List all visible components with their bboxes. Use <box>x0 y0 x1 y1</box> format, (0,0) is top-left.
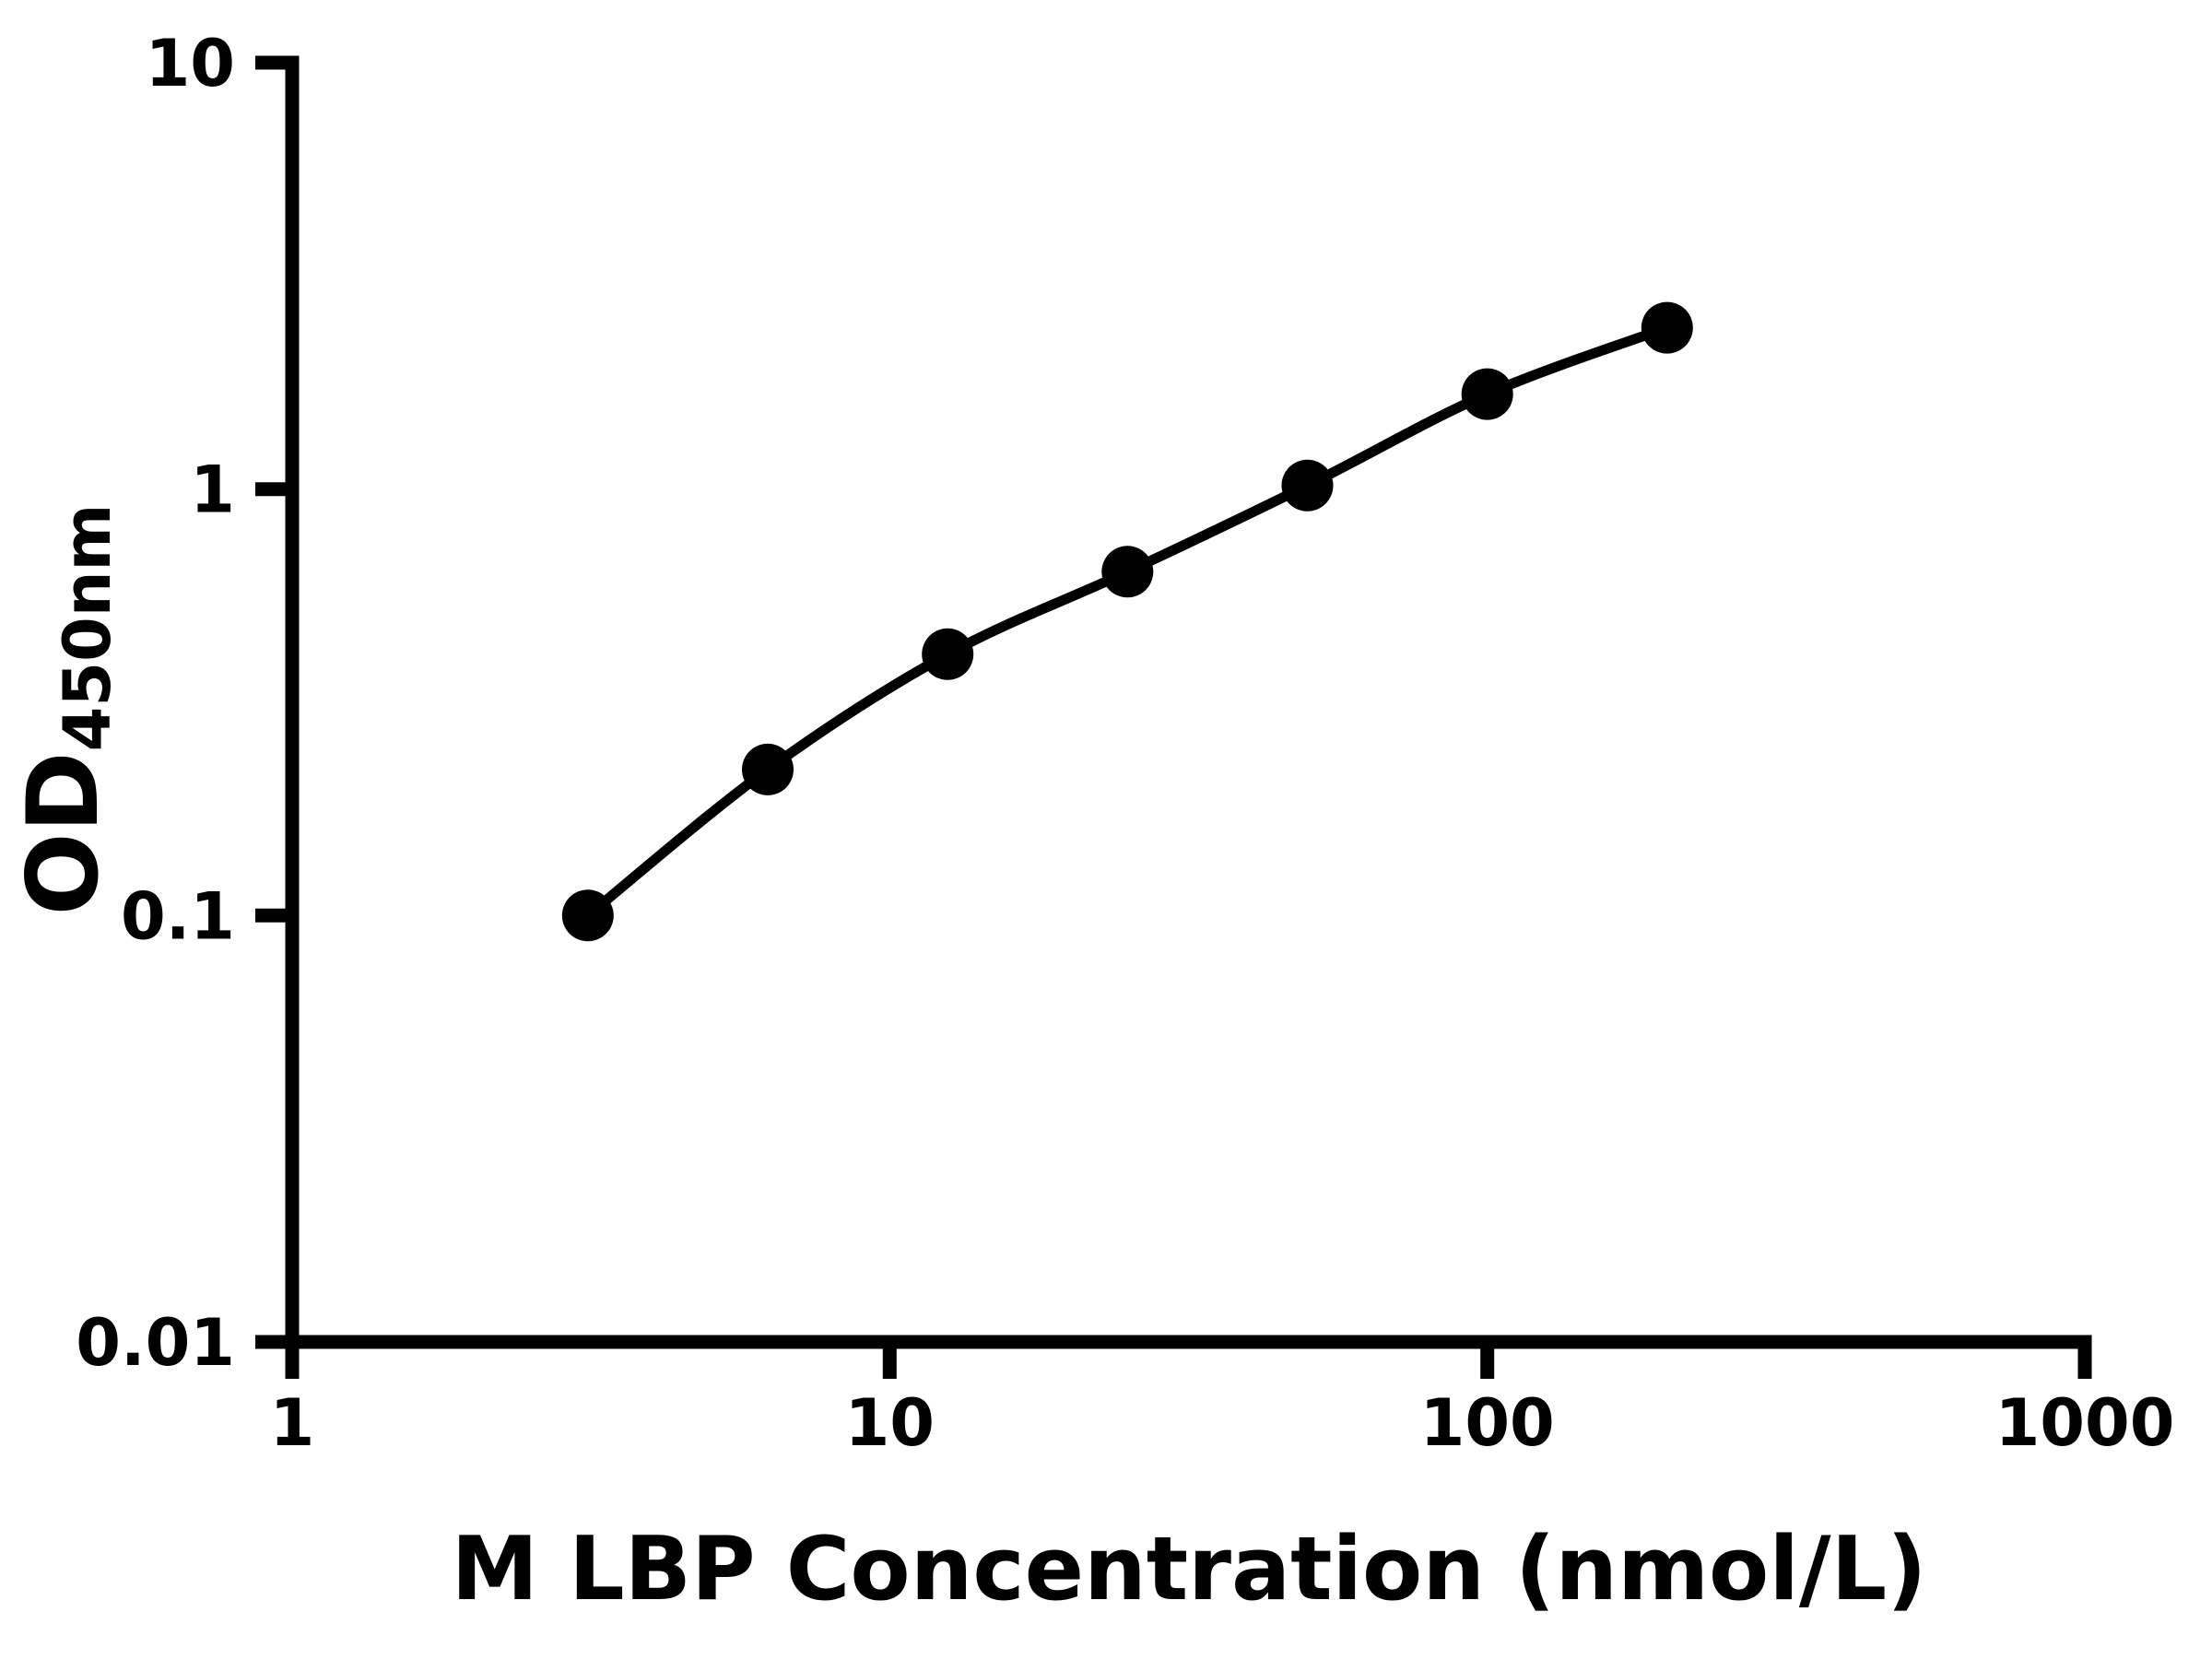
standard-curve-line <box>582 323 1673 921</box>
axes <box>285 55 2092 1349</box>
y-axis-title: OD450nm <box>6 503 125 915</box>
data-point-marker <box>1281 459 1334 512</box>
data-points <box>561 301 1693 942</box>
x-axis-title: M LBP Concentration (nmol/L) <box>451 1519 1926 1620</box>
y-tick-label: 10 <box>146 26 235 101</box>
data-point-marker <box>561 889 614 942</box>
tick-labels: 0.01 0.1 1 10 1 10 100 1000 <box>76 26 2174 1461</box>
y-axis-title-sub: 450nm <box>50 503 125 751</box>
y-tick-label: 0.1 <box>121 878 235 954</box>
x-tick-label: 1000 <box>1995 1385 2175 1461</box>
x-tick-label: 1 <box>270 1385 315 1461</box>
x-tick-label: 100 <box>1420 1385 1555 1461</box>
y-tick-label: 0.01 <box>76 1305 235 1381</box>
data-point-marker <box>742 743 794 795</box>
y-axis-title-main: OD <box>6 751 120 915</box>
tick-marks <box>255 55 2092 1379</box>
data-point-marker <box>1461 368 1513 420</box>
data-point-marker <box>1101 546 1154 598</box>
x-tick-label: 10 <box>845 1385 935 1461</box>
data-point-marker <box>1641 301 1693 354</box>
data-point-marker <box>922 628 974 680</box>
y-tick-label: 1 <box>190 453 235 528</box>
plot-area: 0.01 0.1 1 10 1 10 100 1000 <box>76 26 2174 1461</box>
